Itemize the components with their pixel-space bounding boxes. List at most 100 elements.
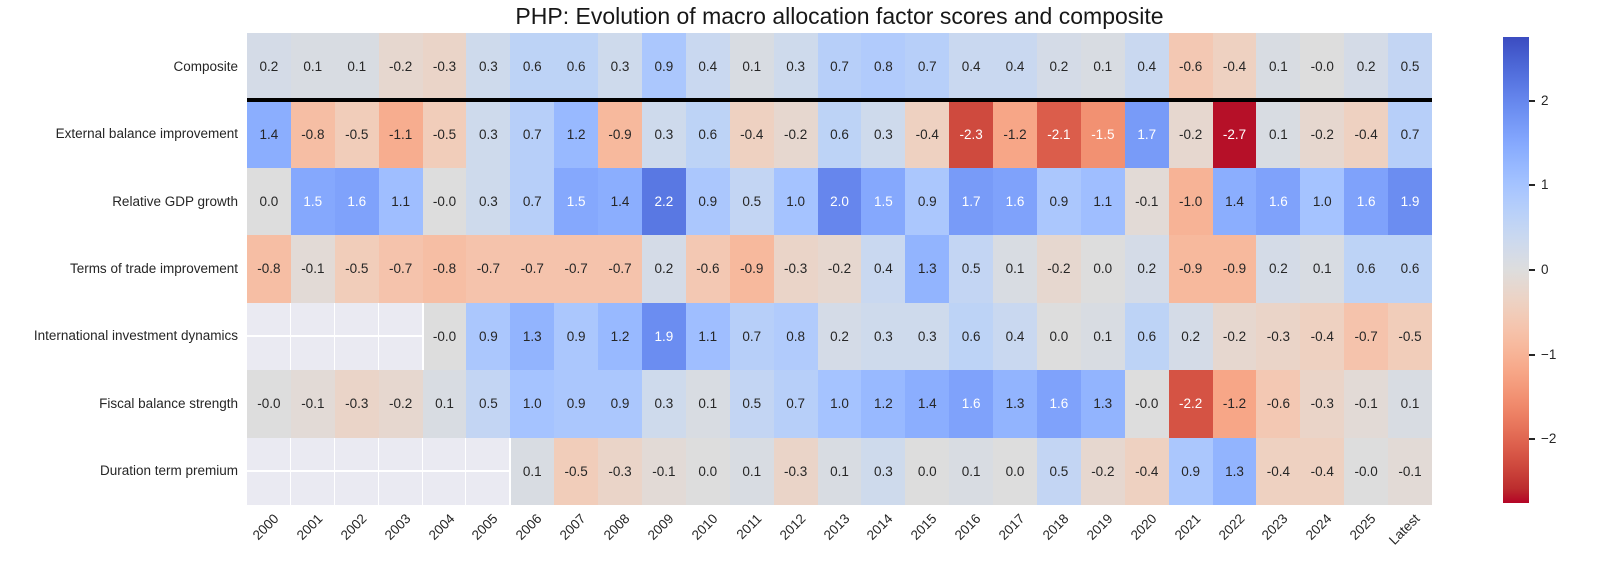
x-tick-label: 2004 [425,511,458,543]
heatmap-cell: -0.6 [1256,370,1301,438]
heatmap-cell: 0.1 [510,437,555,505]
row-label: Fiscal balance strength [99,395,238,411]
heatmap-cell: 1.6 [334,167,379,236]
heatmap-cell: 0.3 [466,100,511,168]
heatmap-cell: 0.1 [729,33,774,101]
heatmap-cell: 1.0 [1300,167,1345,236]
composite-separator-line [247,98,1432,102]
heatmap-cell: -0.5 [1388,302,1432,371]
heatmap-cell: 1.3 [993,370,1037,438]
heatmap-cell: 1.7 [949,167,994,236]
heatmap-cell: 0.3 [466,33,511,101]
heatmap-cell: -0.1 [290,235,335,303]
heatmap-cell: -0.0 [1124,370,1169,438]
heatmap-cell: -2.1 [1037,100,1081,168]
heatmap-cell: 1.5 [290,167,335,236]
heatmap-cell: -0.3 [1300,370,1345,438]
heatmap-cell: 0.7 [729,302,774,371]
heatmap-cell: 0.9 [598,370,642,438]
x-tick-label: 2015 [908,511,940,543]
heatmap-empty-cell [247,302,292,371]
heatmap-cell: 0.1 [1080,302,1125,371]
heatmap-empty-cell [290,437,336,506]
heatmap-cell: 0.1 [817,437,862,505]
heatmap-cell: 1.1 [685,302,730,371]
heatmap-cell: 0.1 [993,235,1037,303]
heatmap-cell: -1.2 [1212,370,1257,438]
x-tick-label: 2001 [293,511,326,543]
heatmap-cell: 0.0 [905,437,950,505]
x-tick-label: 2014 [864,511,896,543]
heatmap-cell: 0.9 [1037,167,1081,236]
heatmap-cell: -0.8 [290,100,335,168]
heatmap-cell: 1.5 [861,167,906,236]
x-tick-label: 2006 [513,511,545,543]
x-tick-label: 2016 [951,511,984,543]
heatmap-cell: 0.9 [685,167,730,236]
chart-title: PHP: Evolution of macro allocation facto… [515,3,1164,29]
heatmap-empty-cell [422,437,468,506]
heatmap-empty-cell [334,302,380,371]
heatmap-cell: -0.3 [773,437,818,505]
heatmap-cell: 0.0 [685,437,730,505]
heatmap-cell: 1.9 [1388,167,1432,236]
heatmap-cell: -0.9 [598,100,642,168]
heatmap-cell: -0.1 [1388,437,1432,505]
x-tick-label: 2018 [1039,511,1072,543]
heatmap-cell: -0.9 [1168,235,1213,303]
heatmap-cell: 0.9 [554,370,599,438]
heatmap-cell: 0.9 [554,302,599,371]
heatmap-cell: -0.5 [334,235,379,303]
heatmap-cell: 0.2 [642,235,686,303]
heatmap-cell: 1.1 [378,167,423,236]
colorbar-tick-label: −2 [1541,431,1557,447]
heatmap-cell: -0.3 [773,235,818,303]
colorbar-gradient [1503,37,1529,503]
heatmap-cell: -0.3 [1256,302,1301,371]
heatmap-cell: -0.4 [905,100,950,168]
heatmap-cell: 0.7 [510,167,555,236]
heatmap-cell: -0.2 [1080,437,1125,505]
x-tick-label: 2009 [644,511,677,543]
heatmap-cell: -0.9 [729,235,774,303]
heatmap: 0.2 0.1 0.1 -0.2 -0.3 0.3 0.6 0.6 0.3 0.9 0.4 0.1 0.… [247,33,1432,506]
heatmap-cell: -0.4 [1212,33,1257,101]
heatmap-cell: 1.4 [1212,167,1257,236]
heatmap-cell: 0.3 [861,302,906,371]
heatmap-cell: 0.3 [466,167,511,236]
x-tick-label: 2023 [1259,511,1291,543]
colorbar-tick-label: 2 [1541,92,1549,108]
x-tick-label: 2008 [600,511,633,543]
heatmap-cell: -0.2 [1168,100,1213,168]
heatmap-cell: 2.0 [817,167,862,236]
heatmap-cell: 0.7 [905,33,950,101]
heatmap-cell: -0.8 [247,235,291,303]
heatmap-cell: -2.3 [949,100,994,168]
x-tick-label: Latest [1386,511,1423,548]
x-tick-label: 2007 [556,511,589,543]
heatmap-cell: -1.2 [993,100,1037,168]
heatmap-cell: -0.0 [422,302,467,371]
x-tick-label: 2011 [733,511,765,543]
row-label: Terms of trade improvement [69,261,238,276]
heatmap-cell: 0.5 [466,370,511,438]
heatmap-cell: -0.7 [378,235,423,303]
colorbar-tick-label: −1 [1541,346,1557,362]
heatmap-cell: 0.1 [729,437,774,505]
heatmap-empty-cell [290,302,336,371]
heatmap-cell: 0.1 [1300,235,1345,303]
heatmap-cell: 0.9 [466,302,511,371]
heatmap-cell: -0.9 [1212,235,1257,303]
heatmap-cell: 0.4 [685,33,730,101]
heatmap-cell: -0.5 [554,437,599,505]
heatmap-cell: -0.4 [1124,437,1169,505]
heatmap-cell: 1.3 [905,235,950,303]
heatmap-cell: 0.8 [861,33,906,101]
heatmap-cell: 0.4 [1124,33,1169,101]
heatmap-cell: 0.6 [1388,235,1432,303]
heatmap-cell: 0.5 [949,235,994,303]
heatmap-cell: 0.0 [993,437,1037,505]
heatmap-empty-cell [378,437,424,506]
x-tick-label: 2000 [249,511,282,543]
heatmap-cell: 0.8 [773,302,818,371]
